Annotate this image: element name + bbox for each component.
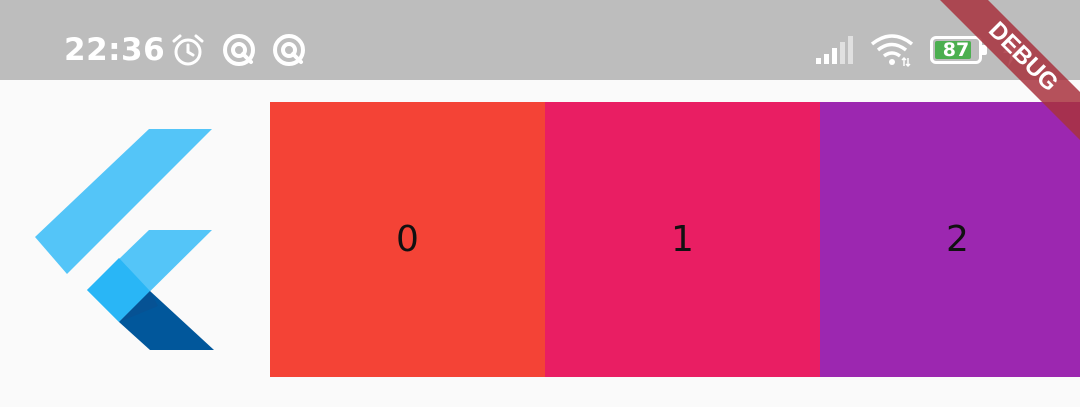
signal-icon [814, 32, 856, 68]
app-notification-icon [271, 32, 307, 68]
status-bar: 22:36 [0, 0, 1080, 80]
tile-2[interactable]: 2 [820, 102, 1080, 377]
horizontal-tile-list[interactable]: 0 1 2 [270, 102, 1080, 377]
alarm-icon [170, 32, 206, 68]
tile-label: 1 [671, 219, 694, 260]
charging-icon [998, 34, 1026, 68]
tile-label: 2 [946, 219, 969, 260]
battery-indicator: 87 [930, 36, 988, 64]
status-time: 22:36 [64, 32, 166, 68]
tile-1[interactable]: 1 [545, 102, 820, 377]
battery-cap [982, 45, 987, 55]
app-notification-icon [221, 32, 257, 68]
tile-label: 0 [396, 219, 419, 260]
flutter-logo [30, 124, 220, 356]
battery-level: 87 [942, 39, 970, 61]
wifi-icon [870, 32, 914, 68]
tile-0[interactable]: 0 [270, 102, 545, 377]
